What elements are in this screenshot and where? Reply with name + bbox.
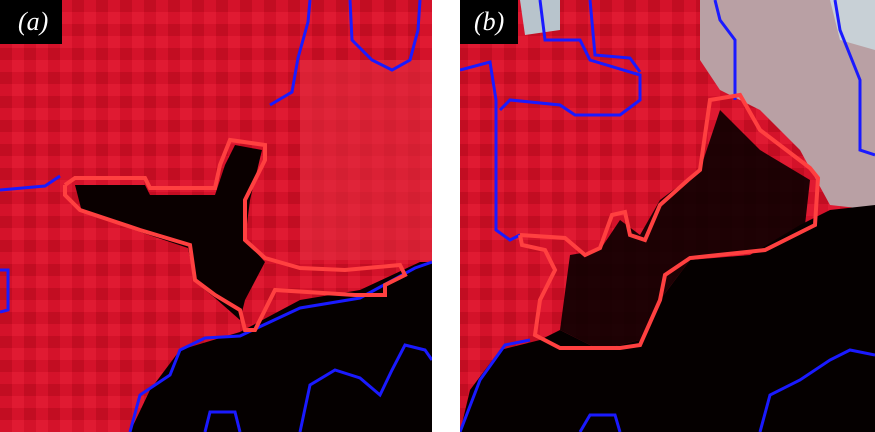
page: (a) (b) (() => { const data = JSON.parse… [0,0,875,432]
figure: (a) (b) [0,0,875,432]
panel-label: (b) [474,7,504,36]
panel-label: (a) [18,7,48,36]
panel-a [0,0,432,432]
panel-b [460,0,875,432]
